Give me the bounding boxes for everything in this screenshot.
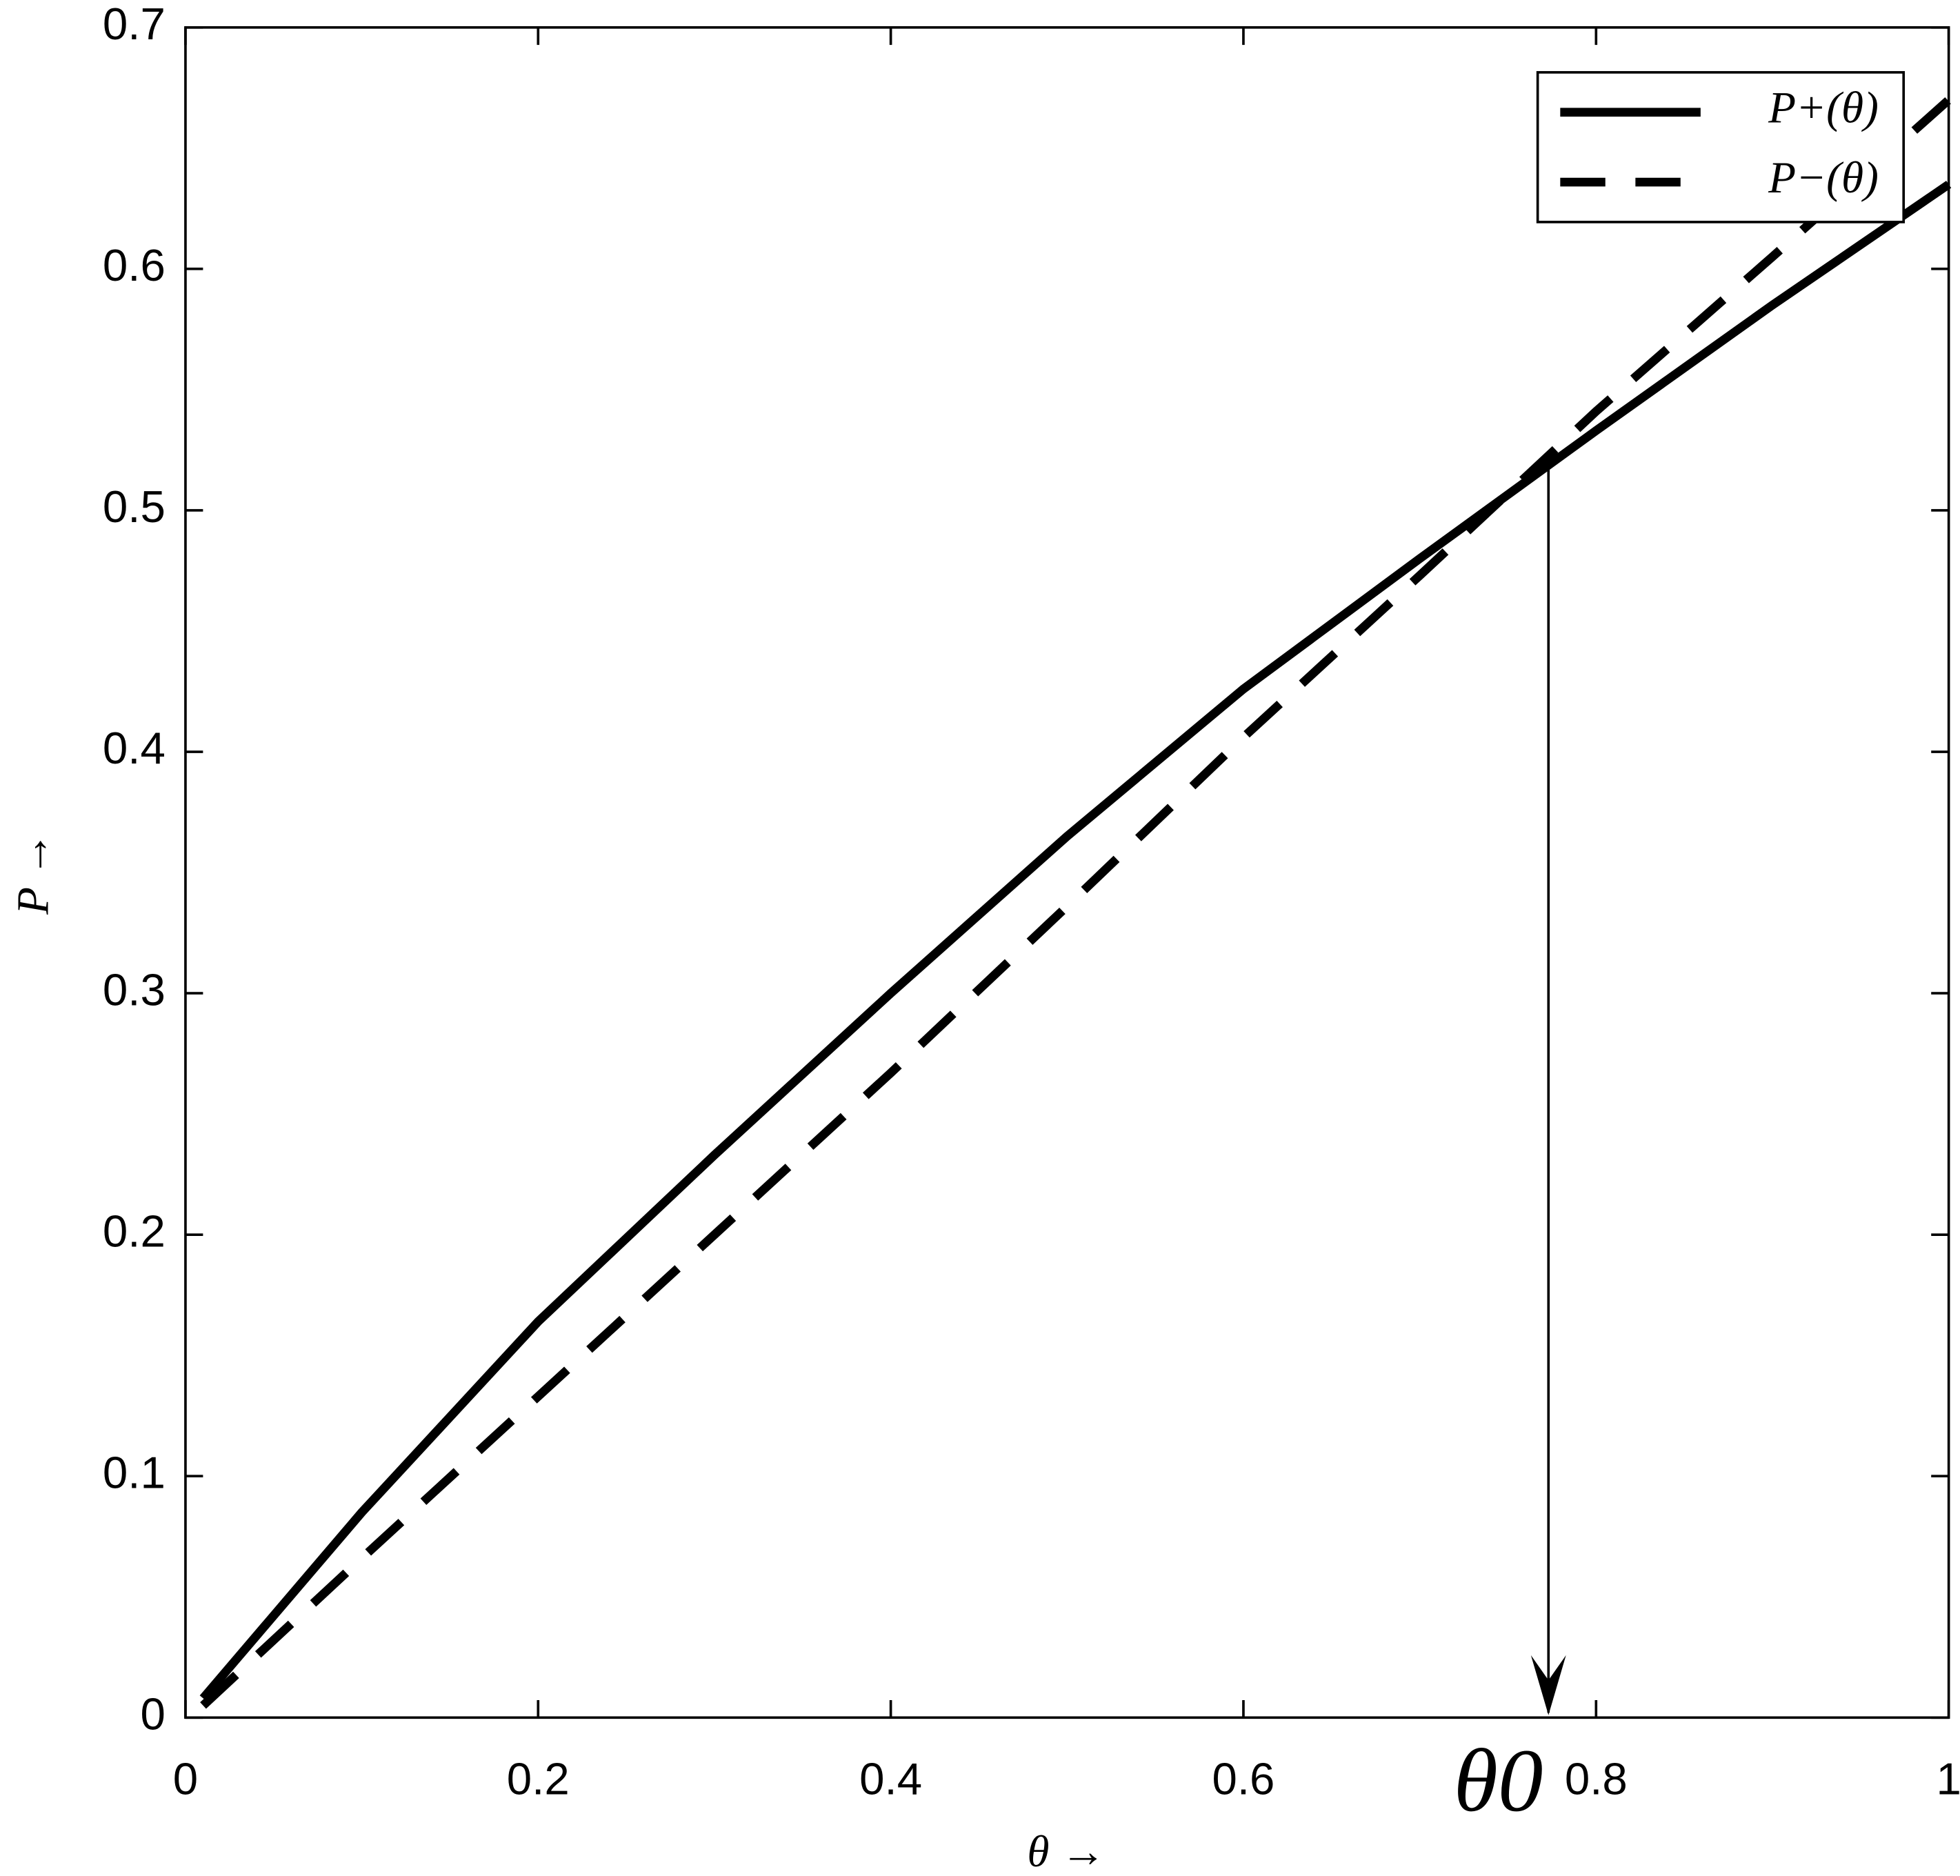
data-line bbox=[200, 97, 1952, 1709]
legend-label: P−(θ) bbox=[1768, 153, 1879, 203]
x-tick-label: 1 bbox=[1936, 1754, 1960, 1804]
y-tick-label: 0.6 bbox=[103, 240, 166, 290]
y-tick-label: 0.4 bbox=[103, 723, 166, 773]
annotation-label: θ0 bbox=[1454, 1731, 1543, 1830]
y-tick-label: 0.7 bbox=[103, 0, 166, 49]
y-tick-label: 0.3 bbox=[103, 964, 166, 1015]
x-tick-label: 0.2 bbox=[507, 1754, 570, 1804]
x-tick-label: 0.8 bbox=[1565, 1754, 1628, 1804]
x-tick-label: 0.6 bbox=[1212, 1754, 1274, 1804]
x-tick-label: 0 bbox=[173, 1754, 198, 1804]
y-tick-label: 0.5 bbox=[103, 481, 166, 532]
legend-box bbox=[1536, 71, 1906, 223]
y-axis-label: P → bbox=[8, 832, 58, 915]
x-axis-label: θ → bbox=[1027, 1827, 1106, 1876]
y-tick-label: 0 bbox=[140, 1689, 165, 1739]
y-tick-label: 0.1 bbox=[103, 1448, 166, 1498]
legend-label: P+(θ) bbox=[1768, 83, 1879, 133]
y-tick-label: 0.2 bbox=[103, 1206, 166, 1257]
data-line bbox=[199, 181, 1952, 1702]
plot-frame bbox=[184, 26, 1950, 1719]
arrow-head bbox=[1530, 1655, 1566, 1715]
x-tick-label: 0.4 bbox=[859, 1754, 922, 1804]
